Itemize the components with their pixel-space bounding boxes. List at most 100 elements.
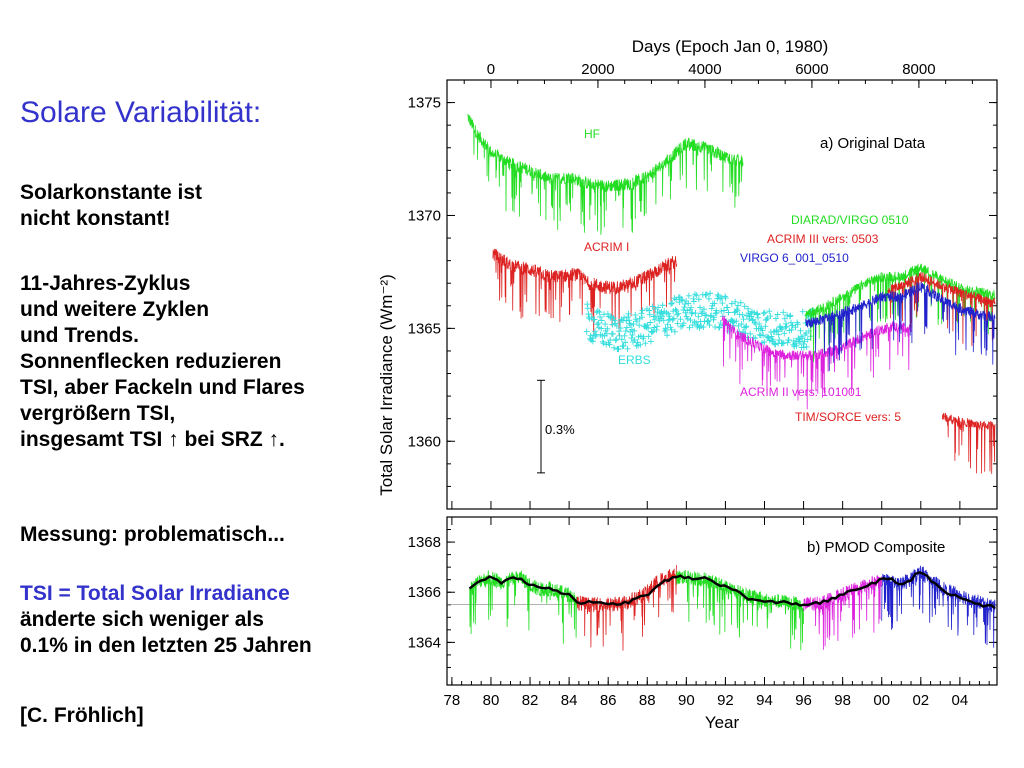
erbs-point (599, 338, 606, 345)
text-line: Sonnenflecken reduzieren (20, 350, 282, 373)
erbs-point (754, 311, 761, 318)
erbs-point (733, 306, 740, 313)
erbs-point (622, 339, 629, 346)
y-tick-label: 1366 (408, 584, 441, 601)
erbs-point (597, 313, 604, 320)
x-axis-title: Year (705, 713, 740, 732)
erbs-point (649, 329, 656, 336)
erbs-point (751, 309, 758, 316)
series-label-acrim2: ACRIM II vers: 101001 (740, 385, 862, 399)
erbs-point (625, 313, 632, 320)
erbs-point (770, 338, 777, 345)
erbs-point (779, 340, 786, 347)
top-axis-title: Days (Epoch Jan 0, 1980) (632, 37, 829, 56)
erbs-point (804, 336, 811, 343)
erbs-point (704, 318, 711, 325)
panel-b-ticks: 1368 1366 1364 78 80 82 84 86 88 90 92 94 96 98 00 02 04 (408, 517, 997, 709)
x-tick-label: 84 (561, 692, 578, 709)
panel-a-frame (446, 79, 998, 510)
erbs-point (706, 322, 713, 329)
text-line: insgesamt TSI ↑ bei SRZ ↑. (20, 428, 285, 451)
erbs-point (589, 338, 596, 345)
erbs-point (784, 339, 791, 346)
erbs-point (800, 340, 807, 347)
erbs-point (799, 335, 806, 342)
erbs-point (722, 295, 729, 302)
text-line: und weitere Zyklen (20, 298, 210, 321)
erbs-point (679, 297, 686, 304)
erbs-point (794, 321, 801, 328)
erbs-point (646, 311, 653, 318)
text-line: Messung: problematisch... (20, 523, 285, 546)
erbs-point (761, 309, 768, 316)
erbs-point (716, 324, 723, 331)
erbs-point (677, 316, 684, 323)
erbs-point (688, 310, 695, 317)
erbs-point (705, 317, 712, 324)
erbs-point (694, 321, 701, 328)
erbs-point (700, 306, 707, 313)
erbs-point (793, 342, 800, 349)
erbs-point (616, 328, 623, 335)
erbs-point (702, 292, 709, 299)
erbs-point (668, 326, 675, 333)
series-label-erbs: ERBS (618, 353, 651, 367)
erbs-point (730, 322, 737, 329)
erbs-point (788, 326, 795, 333)
panel-b-label: b) PMOD Composite (807, 539, 945, 556)
erbs-point (638, 314, 645, 321)
erbs-point (646, 307, 653, 314)
erbs-point (609, 330, 616, 337)
erbs-point (761, 339, 768, 345)
text-line: nicht konstant! (20, 207, 171, 230)
series-label-acrim1: ACRIM I (584, 240, 629, 254)
panel-a-ticks: 1375 1370 1365 1360 0 2000 4000 6000 8000 (408, 61, 997, 509)
slide-title: Solare Variabilität: (20, 96, 262, 129)
erbs-point (733, 318, 740, 325)
erbs-point (680, 320, 687, 327)
erbs-point (755, 314, 762, 321)
erbs-point (669, 300, 676, 307)
erbs-point (734, 302, 741, 309)
top-tick-label: 4000 (688, 61, 721, 78)
erbs-point (645, 325, 652, 332)
series-line (805, 281, 996, 372)
series-line (676, 569, 804, 651)
erbs-point (662, 325, 669, 332)
erbs-point (602, 321, 609, 328)
erbs-point (589, 335, 596, 342)
series-line (887, 272, 996, 346)
x-tick-label: 96 (795, 692, 812, 709)
erbs-point (681, 304, 688, 311)
erbs-point (783, 323, 790, 330)
erbs-point (644, 321, 651, 328)
erbs-point (662, 326, 669, 333)
erbs-point (711, 300, 718, 307)
erbs-point (621, 314, 628, 321)
erbs-point (785, 336, 792, 343)
text-block-cycles: 11-Jahres-Zyklus und weitere Zyklen und … (20, 271, 305, 453)
text-line: TSI, aber Fackeln und Flares (20, 376, 305, 399)
x-tick-label: 80 (483, 692, 500, 709)
erbs-point (632, 311, 639, 318)
erbs-point (684, 315, 691, 322)
erbs-point (672, 306, 679, 313)
erbs-point (780, 309, 787, 316)
erbs-point (650, 328, 657, 335)
erbs-point (738, 321, 745, 328)
x-tick-label: 98 (834, 692, 851, 709)
text-block-constant: Solarkonstante ist nicht konstant! (20, 180, 202, 232)
erbs-point (647, 319, 654, 326)
erbs-point (781, 315, 788, 322)
erbs-point (633, 318, 640, 325)
erbs-point (692, 310, 699, 317)
erbs-point (767, 313, 774, 320)
erbs-point (613, 322, 620, 329)
erbs-point (775, 331, 782, 338)
series-label-virgo: VIRGO 6_001_0510 (740, 251, 849, 265)
erbs-point (782, 320, 789, 327)
erbs-point (618, 336, 625, 343)
erbs-point (623, 324, 630, 331)
erbs-point (655, 304, 662, 311)
panel-b-series (468, 565, 996, 651)
